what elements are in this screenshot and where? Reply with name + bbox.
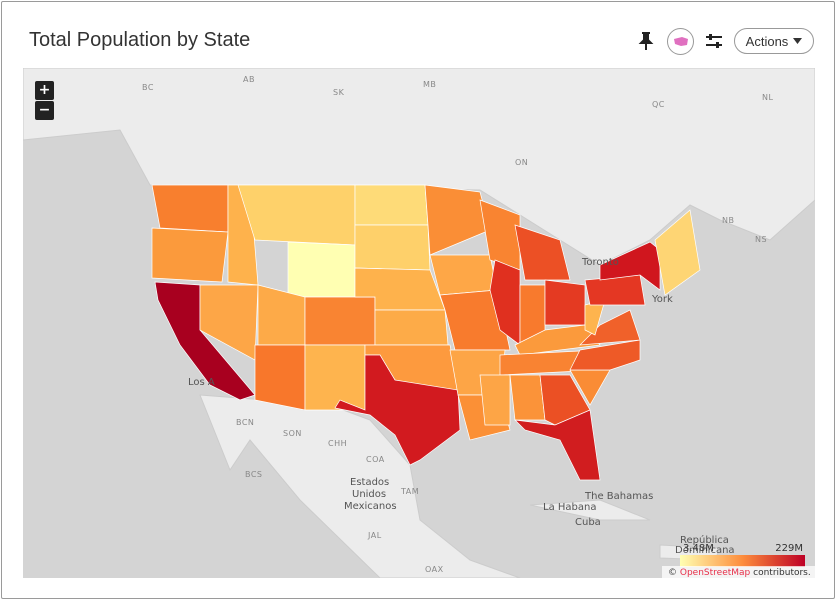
- map-label: TAM: [400, 487, 419, 496]
- attribution-suffix: contributors.: [753, 568, 811, 578]
- zoom-in-label: +: [39, 82, 51, 98]
- map-label: COA: [366, 455, 385, 464]
- map-label: Los A: [188, 377, 215, 388]
- map-label: JAL: [367, 531, 382, 540]
- legend-min: 3.48M: [683, 543, 714, 554]
- map-label: República: [680, 534, 729, 546]
- pin-icon[interactable]: [638, 31, 654, 51]
- attribution: © OpenStreetMap contributors.: [668, 568, 811, 578]
- actions-button[interactable]: Actions: [734, 28, 814, 54]
- map-label: Mexicanos: [344, 501, 397, 512]
- map-label: AB: [243, 75, 255, 84]
- map-label: NS: [755, 235, 767, 244]
- map-label: York: [651, 294, 673, 305]
- attribution-prefix: ©: [668, 568, 677, 578]
- map-thumbnail[interactable]: [667, 28, 694, 55]
- map-label: CHH: [328, 439, 347, 448]
- map-label: Cuba: [575, 517, 601, 528]
- map-label: Unidos: [352, 489, 386, 500]
- zoom-out-label: −: [39, 102, 51, 118]
- map-label: MB: [423, 80, 436, 89]
- zoom-in[interactable]: [35, 81, 54, 100]
- map-label: NB: [722, 216, 734, 225]
- states: [151, 184, 701, 481]
- attribution-link[interactable]: OpenStreetMap: [680, 568, 751, 578]
- map-label: OAX: [425, 565, 444, 574]
- map-label: BC: [142, 83, 154, 92]
- title: Total Population by State: [29, 29, 251, 51]
- map-label: NL: [762, 93, 773, 102]
- map-label: The Bahamas: [584, 491, 653, 502]
- map-label: SON: [283, 429, 302, 438]
- map-label: Toronto: [581, 257, 619, 268]
- map-labels: BC AB SK MB ON QC NL NB NS Toronto Los A…: [142, 75, 773, 574]
- zoom-out[interactable]: [35, 101, 54, 120]
- map-label: ON: [515, 158, 528, 167]
- map-label: Dominicana: [675, 545, 735, 556]
- settings-icon[interactable]: [705, 33, 723, 49]
- map-label: La Habana: [543, 502, 596, 513]
- map-label: QC: [652, 100, 665, 109]
- map-label: BCS: [245, 470, 263, 479]
- actions-label: Actions: [745, 33, 789, 49]
- map-label: BCN: [236, 418, 254, 427]
- map-label: Estados: [350, 477, 389, 488]
- zoom-controls: + −: [35, 81, 54, 120]
- map-label: SK: [333, 88, 345, 97]
- legend-max: 229M: [775, 543, 803, 554]
- legend-gradient: [680, 555, 805, 567]
